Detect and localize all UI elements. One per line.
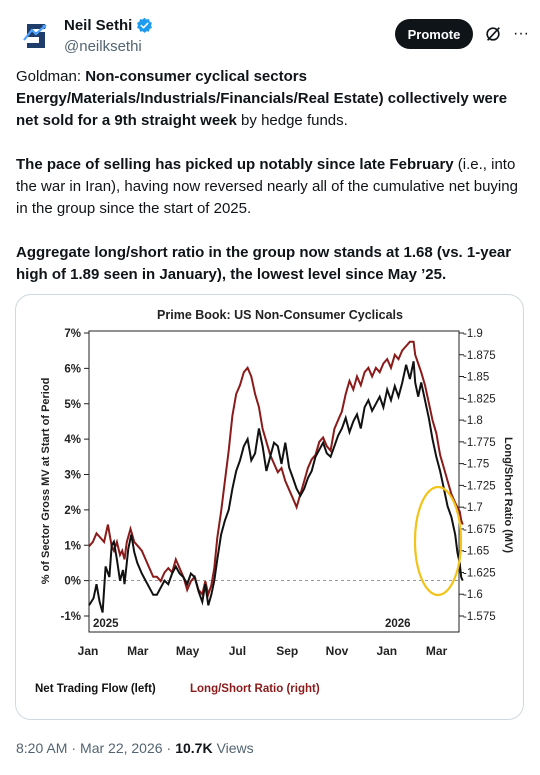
tweet-paragraph-1: Goldman: Non-consumer cyclical sectors E…	[16, 66, 524, 132]
right-tick-label: -1.625	[463, 567, 496, 579]
tweet-footer: 8:20 AM · Mar 22, 2026 · 10.7K Views	[16, 740, 254, 756]
x-tick-label: Jul	[229, 644, 246, 658]
left-tick-label: -1%	[61, 611, 81, 623]
left-tick-label: 0%	[64, 576, 81, 588]
right-tick-label: -1.75	[463, 459, 489, 471]
x-tick-label: Mar	[127, 644, 149, 658]
left-tick-label: 1%	[64, 540, 81, 552]
footer-separator-2: ·	[166, 740, 172, 756]
left-tick-label: 6%	[64, 363, 81, 375]
left-tick-label: 2%	[64, 505, 81, 517]
author-handle[interactable]: @neilksethi	[64, 38, 142, 55]
right-tick-label: -1.7	[463, 502, 483, 514]
left-tick-label: 5%	[64, 399, 81, 411]
tweet-paragraph-2: The pace of selling has picked up notabl…	[16, 154, 524, 220]
left-tick-label: 7%	[64, 328, 81, 340]
right-tick-label: -1.725	[463, 480, 496, 492]
x-axis: Jan Mar May Jul Sep Nov Jan Mar	[78, 644, 448, 658]
highlight-ellipse	[413, 485, 463, 597]
tweet-paragraph-3: Aggregate long/short ratio in the group …	[16, 242, 524, 286]
legend-flow: Net Trading Flow (left)	[35, 683, 156, 695]
grok-slash-icon[interactable]	[484, 25, 502, 43]
right-tick-label: -1.9	[463, 328, 483, 340]
right-tick-label: -1.8	[463, 415, 483, 427]
series-line-ratio	[88, 340, 464, 598]
author-name[interactable]: Neil Sethi	[64, 17, 133, 34]
left-axis: 7% 6% 5% 4% 3% 2% 1% 0% -1%	[61, 328, 89, 623]
right-tick-label: -1.85	[463, 372, 489, 384]
p3-bold: Aggregate long/short ratio in the group …	[16, 244, 512, 283]
left-axis-label: % of Sector Gross MV at Start of Period	[40, 378, 52, 585]
right-tick-label: -1.65	[463, 546, 489, 558]
x-tick-label: Mar	[426, 644, 448, 658]
right-tick-label: -1.575	[463, 611, 496, 623]
p1-suffix: by hedge funds.	[236, 112, 348, 129]
tweet-body: Goldman: Non-consumer cyclical sectors E…	[16, 66, 524, 308]
right-tick-label: -1.875	[463, 350, 496, 362]
avatar[interactable]	[16, 16, 56, 56]
right-tick-label: -1.675	[463, 524, 496, 536]
right-axis-label: Long/Short Ratio (MV)	[502, 437, 514, 553]
right-tick-label: -1.825	[463, 393, 496, 405]
right-axis: -1.9 -1.875 -1.85 -1.825 -1.8 -1.775 -1.75 -1.7…	[459, 328, 496, 623]
tweet-time[interactable]: 8:20 AM	[16, 740, 68, 756]
tweet-date[interactable]: Mar 22, 2026	[80, 740, 163, 756]
x-tick-label: Jan	[376, 644, 397, 658]
promote-button[interactable]: Promote	[395, 19, 473, 49]
p2-suffix: (i.e., into the war in Iran), having now…	[16, 156, 518, 217]
legend-ratio: Long/Short Ratio (right)	[190, 683, 320, 695]
p1-bold: Non-consumer cyclical sectors Energy/Mat…	[16, 68, 508, 129]
p1-prefix: Goldman:	[16, 68, 86, 85]
x-tick-label: Sep	[276, 644, 298, 658]
series-line-flow	[88, 361, 464, 613]
x-tick-label: Nov	[326, 644, 349, 658]
p2-bold: The pace of selling has picked up notabl…	[16, 156, 454, 173]
year-label-2025: 2025	[93, 618, 119, 630]
chart-svg: Prime Book: US Non-Consumer Cyclicals 7%…	[35, 308, 514, 695]
chart-title: Prime Book: US Non-Consumer Cyclicals	[157, 308, 403, 322]
chart-image-card[interactable]: Prime Book: US Non-Consumer Cyclicals 7%…	[15, 294, 524, 720]
right-tick-label: -1.775	[463, 437, 496, 449]
ns-logo-icon	[17, 17, 55, 55]
right-tick-label: -1.6	[463, 589, 483, 601]
verified-badge-icon	[137, 17, 153, 33]
plot-frame	[88, 330, 460, 633]
left-tick-label: 3%	[64, 470, 81, 482]
views-count: 10.7K	[175, 740, 213, 756]
tweet-header: Neil Sethi @neilksethi Promote ···	[16, 16, 529, 60]
views-label: Views	[216, 740, 254, 756]
x-tick-label: May	[176, 644, 200, 658]
left-tick-label: 4%	[64, 434, 81, 446]
more-horizontal-icon[interactable]: ···	[513, 25, 529, 42]
x-tick-label: Jan	[78, 644, 99, 658]
year-label-2026: 2026	[385, 618, 411, 630]
footer-separator-1: ·	[71, 740, 77, 756]
